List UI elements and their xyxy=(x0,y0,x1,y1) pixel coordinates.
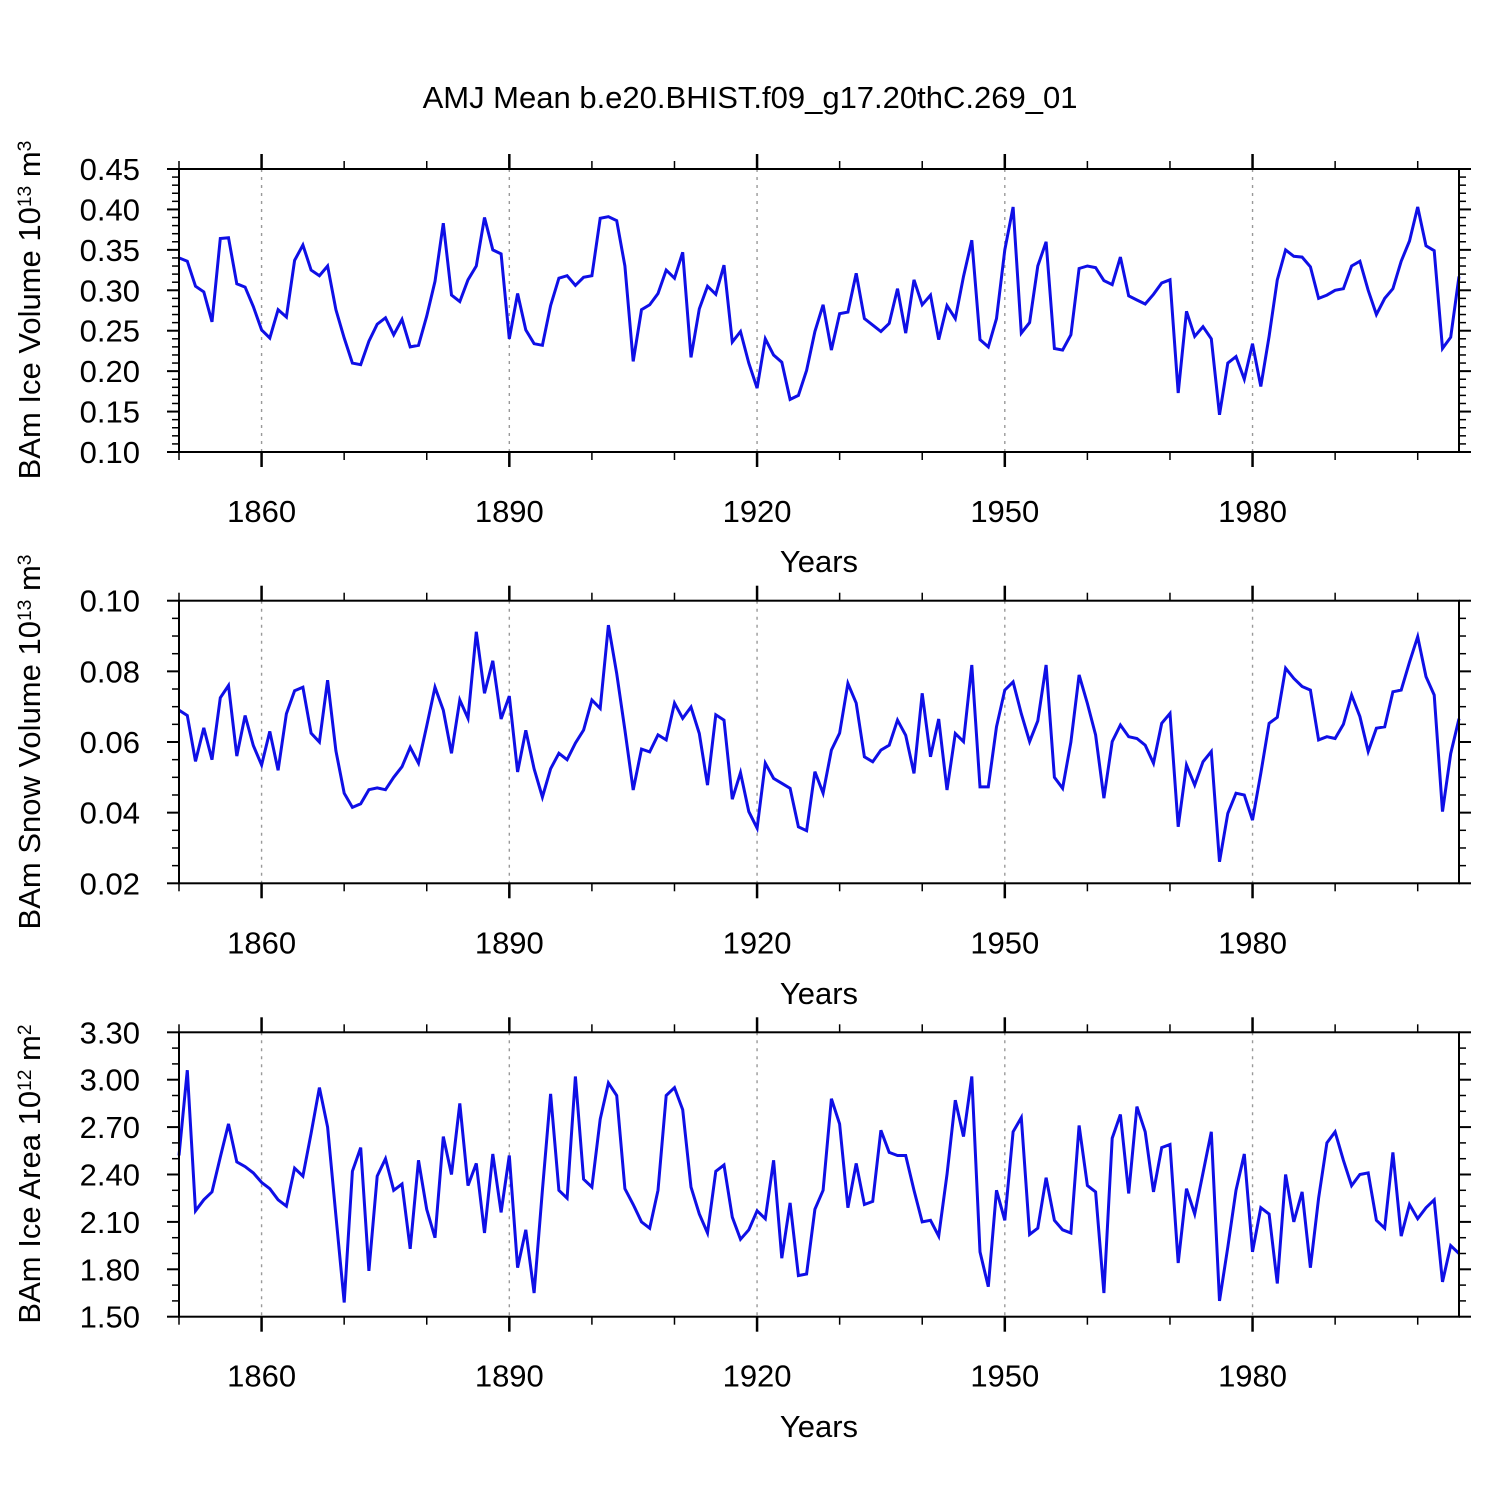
y-tick-label-3.30: 3.30 xyxy=(80,1015,140,1050)
ylabel-text: BAm Ice Area 10 xyxy=(12,1090,47,1324)
y-tick-label-2.10: 2.10 xyxy=(80,1205,140,1240)
y-tick-label-1.80: 1.80 xyxy=(80,1252,140,1287)
ice-area-x-ticks xyxy=(178,1017,1419,1332)
figure-title: AMJ Mean b.e20.BHIST.f09_g17.20thC.269_0… xyxy=(422,80,1078,115)
y-tick-label-0.30: 0.30 xyxy=(80,273,140,308)
x-axis-label-ice-area: Years xyxy=(779,1409,859,1444)
ylabel-superscript: 13 xyxy=(14,185,36,208)
x-axis-label-ice-volume: Years xyxy=(779,544,859,579)
y-tick-label-0.06: 0.06 xyxy=(80,725,140,760)
ylabel-text: BAm Snow Volume 10 xyxy=(12,621,47,930)
ylabel-superscript: 12 xyxy=(14,1069,36,1091)
y-tick-label-0.35: 0.35 xyxy=(80,233,140,268)
x-tick-label-1980: 1980 xyxy=(1218,494,1287,529)
x-tick-label-1950: 1950 xyxy=(970,1359,1039,1394)
ice-volume-x-tick-labels: 1860 1890 1920 1950 1980 xyxy=(227,494,1287,529)
x-tick-label-1890: 1890 xyxy=(475,1359,544,1394)
ylabel-text: m xyxy=(12,151,47,186)
y-tick-label-0.04: 0.04 xyxy=(80,796,140,831)
y-tick-label-2.70: 2.70 xyxy=(80,1110,140,1145)
x-tick-label-1860: 1860 xyxy=(227,925,296,960)
ylabel-superscript: 13 xyxy=(14,599,36,622)
snow-volume-x-ticks xyxy=(178,585,1419,899)
x-tick-label-1980: 1980 xyxy=(1218,1359,1287,1394)
ice-volume-series-line xyxy=(178,206,1461,416)
y-tick-label-0.20: 0.20 xyxy=(80,354,140,389)
x-tick-label-1950: 1950 xyxy=(970,494,1039,529)
ice-volume-y-ticks: 0.45 0.40 0.35 0.30 0.25 0.20 0.15 0.10 xyxy=(80,152,1471,470)
ice-volume-x-ticks xyxy=(178,154,1419,467)
x-tick-label-1950: 1950 xyxy=(970,925,1039,960)
x-tick-label-1890: 1890 xyxy=(475,925,544,960)
y-tick-label-0.10: 0.10 xyxy=(80,584,140,619)
y-tick-label-0.10: 0.10 xyxy=(80,435,140,470)
ice-area-series-line xyxy=(177,1070,1461,1303)
ice-area-frame xyxy=(178,1031,1460,1318)
x-tick-label-1860: 1860 xyxy=(227,494,296,529)
y-tick-label-1.50: 1.50 xyxy=(80,1300,140,1335)
x-tick-label-1890: 1890 xyxy=(475,494,544,529)
ice-volume-panel: 1860 1890 1920 1950 1980 0.45 0.40 0.35 0.30 0.25… xyxy=(80,152,1471,529)
y-tick-label-0.25: 0.25 xyxy=(80,314,140,349)
x-tick-label-1920: 1920 xyxy=(723,925,792,960)
x-axis-label-snow-volume: Years xyxy=(779,976,859,1011)
x-tick-label-1920: 1920 xyxy=(723,494,792,529)
snow-volume-panel: 1860 1890 1920 1950 1980 0.10 0.08 0.06 0.04 0.02 xyxy=(80,584,1471,960)
snow-volume-y-ticks: 0.10 0.08 0.06 0.04 0.02 xyxy=(80,584,1471,901)
ice-volume-frame xyxy=(178,168,1460,453)
x-tick-label-1860: 1860 xyxy=(227,1359,296,1394)
y-tick-label-0.40: 0.40 xyxy=(80,192,140,227)
ice-area-y-axis-label: BAm Ice Area 1012 m2 xyxy=(12,1024,48,1323)
ylabel-superscript: 3 xyxy=(14,140,36,152)
snow-volume-series-line xyxy=(178,624,1461,863)
ice-area-panel: 1860 1890 1920 1950 1980 3.30 3.00 2.70 2.40 2.10… xyxy=(80,1015,1471,1394)
ice-area-y-ticks: 3.30 3.00 2.70 2.40 2.10 1.80 1.50 xyxy=(80,1015,1471,1335)
ylabel-superscript: 3 xyxy=(14,554,36,566)
x-tick-label-1980: 1980 xyxy=(1218,925,1287,960)
y-tick-label-0.08: 0.08 xyxy=(80,654,140,689)
y-tick-label-3.00: 3.00 xyxy=(80,1063,140,1098)
ylabel-text: BAm Ice Volume 10 xyxy=(12,207,47,480)
y-tick-label-2.40: 2.40 xyxy=(80,1158,140,1193)
snow-volume-y-axis-label: BAm Snow Volume 1013 m3 xyxy=(12,555,48,930)
y-tick-label-0.45: 0.45 xyxy=(80,152,140,187)
y-tick-label-0.15: 0.15 xyxy=(80,395,140,430)
ylabel-text: m xyxy=(12,565,47,600)
ylabel-text: m xyxy=(12,1035,47,1070)
snow-volume-x-tick-labels: 1860 1890 1920 1950 1980 xyxy=(227,925,1287,960)
ylabel-superscript: 2 xyxy=(14,1024,36,1036)
ice-volume-y-axis-label: BAm Ice Volume 1013 m3 xyxy=(12,141,48,480)
x-tick-label-1920: 1920 xyxy=(723,1359,792,1394)
ice-area-x-tick-labels: 1860 1890 1920 1950 1980 xyxy=(227,1359,1287,1394)
y-tick-label-0.02: 0.02 xyxy=(80,866,140,901)
